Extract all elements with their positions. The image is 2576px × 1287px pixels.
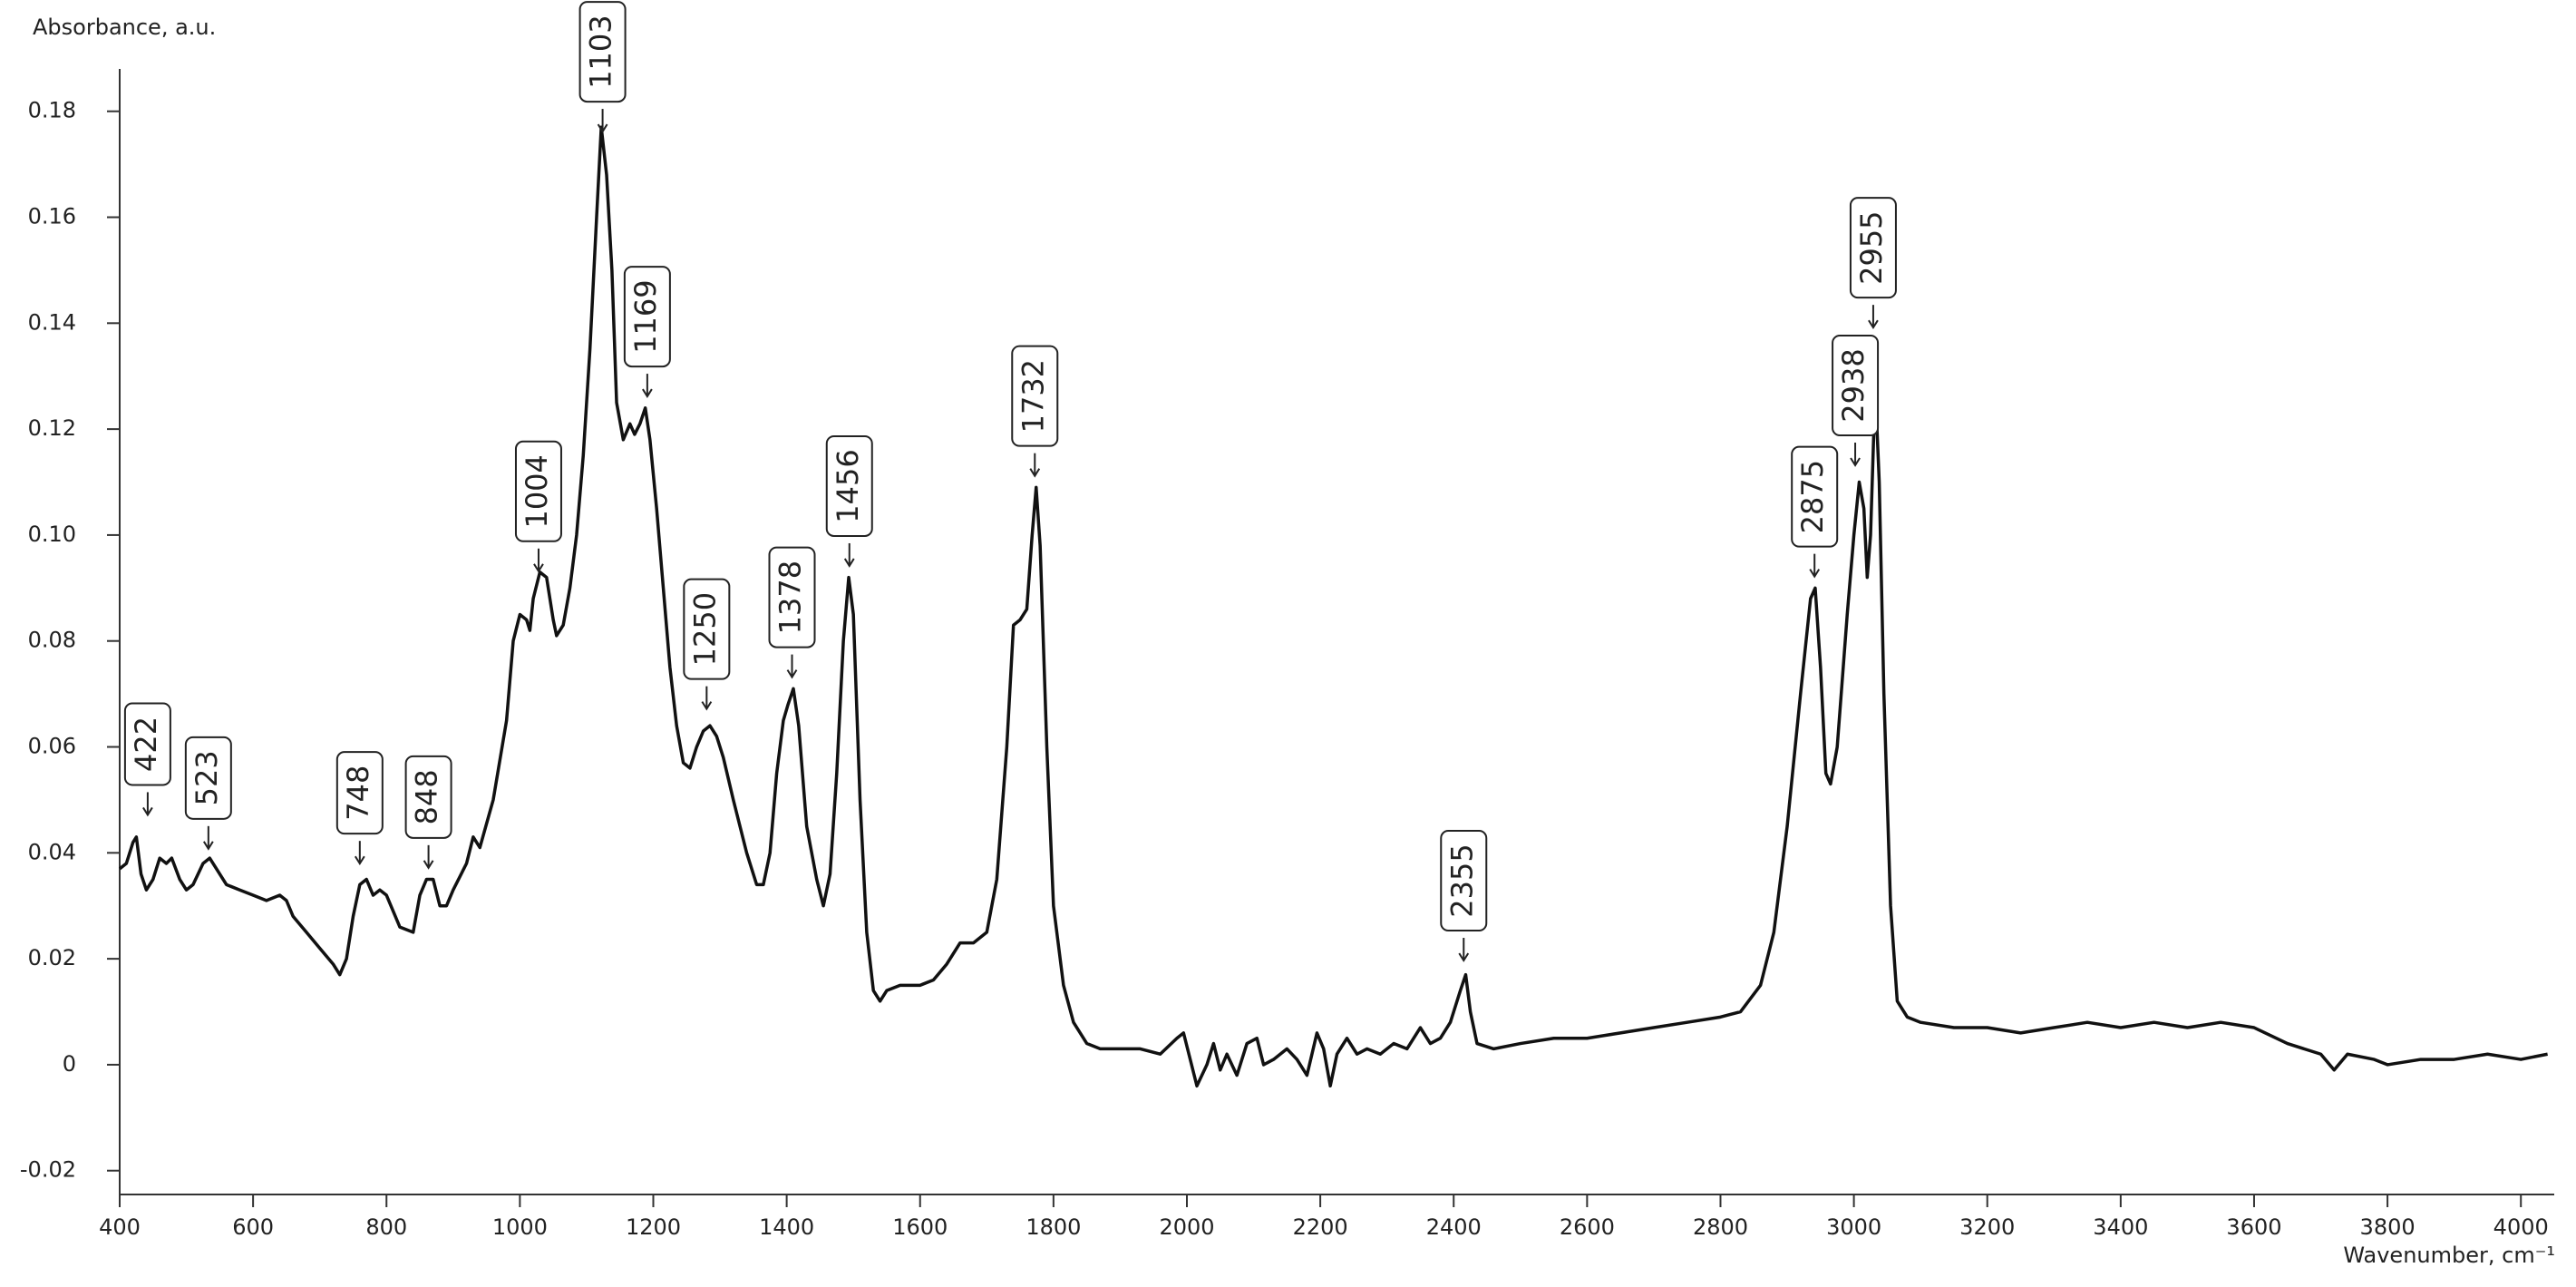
y-tick-label: 0.16	[28, 204, 76, 229]
peak-annotation: 422	[123, 702, 171, 817]
annotation-label: 1732	[1016, 359, 1050, 433]
annotation-box	[1849, 197, 1897, 299]
annotation-box	[184, 736, 232, 820]
annotation-label: 1378	[773, 561, 808, 634]
y-axis-label: Absorbance, a.u.	[33, 15, 216, 40]
x-tick-label: 3600	[2226, 1214, 2281, 1240]
annotation-label: 1456	[831, 449, 865, 522]
y-tick-label: 0.18	[28, 98, 76, 123]
x-tick-label: 1600	[892, 1214, 948, 1240]
x-tick-label: 2000	[1159, 1214, 1214, 1240]
x-tick-label: 2800	[1693, 1214, 1748, 1240]
x-tick-label: 1000	[492, 1214, 548, 1240]
peak-annotation: 1169	[623, 266, 671, 398]
arrow-head	[142, 806, 153, 817]
annotation-label: 1169	[628, 279, 663, 353]
arrow-head	[701, 701, 713, 711]
annotation-box	[1011, 345, 1059, 447]
y-tick-label: 0	[63, 1051, 76, 1077]
annotation-label: 1103	[584, 15, 618, 88]
annotation-label: 422	[129, 717, 163, 772]
x-tick-label: 3000	[1826, 1214, 1881, 1240]
annotation-box	[1440, 830, 1488, 932]
x-tick-label: 3200	[1959, 1214, 2015, 1240]
x-tick-label: 3400	[2093, 1214, 2148, 1240]
arrow-head	[1029, 468, 1041, 478]
y-tick-label: 0.08	[28, 628, 76, 653]
annotation-box	[1791, 445, 1839, 548]
annotation-box	[683, 578, 731, 680]
annotation-box	[1832, 335, 1880, 436]
annotation-label: 2875	[1795, 460, 1830, 533]
annotation-box	[404, 755, 452, 839]
x-tick-label: 4000	[2493, 1214, 2549, 1240]
y-tick-label: 0.06	[28, 734, 76, 759]
x-tick-label: 1800	[1026, 1214, 1081, 1240]
arrow-head	[354, 855, 365, 866]
annotation-box	[623, 266, 671, 368]
arrow-head	[423, 860, 434, 870]
arrow-head	[786, 669, 798, 679]
y-tick-label: 0.10	[28, 522, 76, 547]
peak-annotation: 1456	[825, 434, 873, 568]
arrow-head	[533, 563, 544, 573]
peak-annotation: 748	[335, 751, 384, 866]
annotation-box	[123, 702, 171, 786]
annotation-label: 1250	[687, 592, 722, 666]
annotation-label: 1004	[520, 454, 554, 528]
annotation-label: 2355	[1444, 843, 1479, 917]
x-tick-label: 2400	[1426, 1214, 1482, 1240]
arrow-head	[1809, 569, 1821, 579]
x-tick-label: 1200	[626, 1214, 681, 1240]
annotation-label: 748	[341, 765, 375, 821]
arrow-head	[1850, 457, 1861, 467]
peak-annotation: 1250	[683, 578, 731, 711]
arrow-head	[1458, 952, 1470, 962]
peak-annotation: 523	[184, 736, 232, 851]
annotation-label: 523	[190, 750, 224, 805]
peak-annotation: 2955	[1849, 197, 1897, 330]
annotation-box	[514, 440, 562, 542]
y-tick-label: 0.12	[28, 415, 76, 441]
x-tick-label: 1400	[759, 1214, 814, 1240]
peak-annotation: 1732	[1011, 345, 1059, 478]
annotation-box	[578, 1, 627, 103]
peak-annotation: 2875	[1791, 445, 1839, 579]
y-tick-label: -0.02	[20, 1157, 76, 1183]
x-tick-label: 2200	[1293, 1214, 1348, 1240]
peak-annotation: 1004	[514, 440, 562, 573]
arrow-head	[642, 388, 653, 398]
annotation-label: 2955	[1854, 210, 1889, 284]
x-tick-label: 3800	[2360, 1214, 2416, 1240]
x-axis-label: Wavenumber, cm⁻¹	[2343, 1243, 2555, 1268]
peak-annotation: 1378	[768, 546, 816, 679]
arrow-head	[202, 841, 214, 851]
x-tick-label: 600	[232, 1214, 274, 1240]
x-tick-label: 2600	[1560, 1214, 1615, 1240]
y-tick-label: 0.14	[28, 309, 76, 335]
peak-annotation: 2938	[1832, 335, 1880, 467]
arrow-head	[597, 123, 608, 133]
y-tick-label: 0.02	[28, 945, 76, 970]
peak-annotation: 848	[404, 755, 452, 870]
x-tick-label: 800	[365, 1214, 407, 1240]
annotation-box	[335, 751, 384, 835]
annotation-box	[768, 546, 816, 648]
arrow-head	[843, 558, 855, 568]
peak-annotation: 1103	[578, 1, 627, 133]
annotation-label: 2938	[1836, 348, 1871, 422]
annotation-label: 848	[410, 769, 444, 824]
annotation-box	[825, 434, 873, 537]
spectrum-line	[118, 125, 2548, 1088]
x-tick-label: 400	[99, 1214, 141, 1240]
y-tick-label: 0.04	[28, 839, 76, 864]
arrow-head	[1868, 319, 1879, 330]
peak-annotation: 2355	[1440, 830, 1488, 962]
